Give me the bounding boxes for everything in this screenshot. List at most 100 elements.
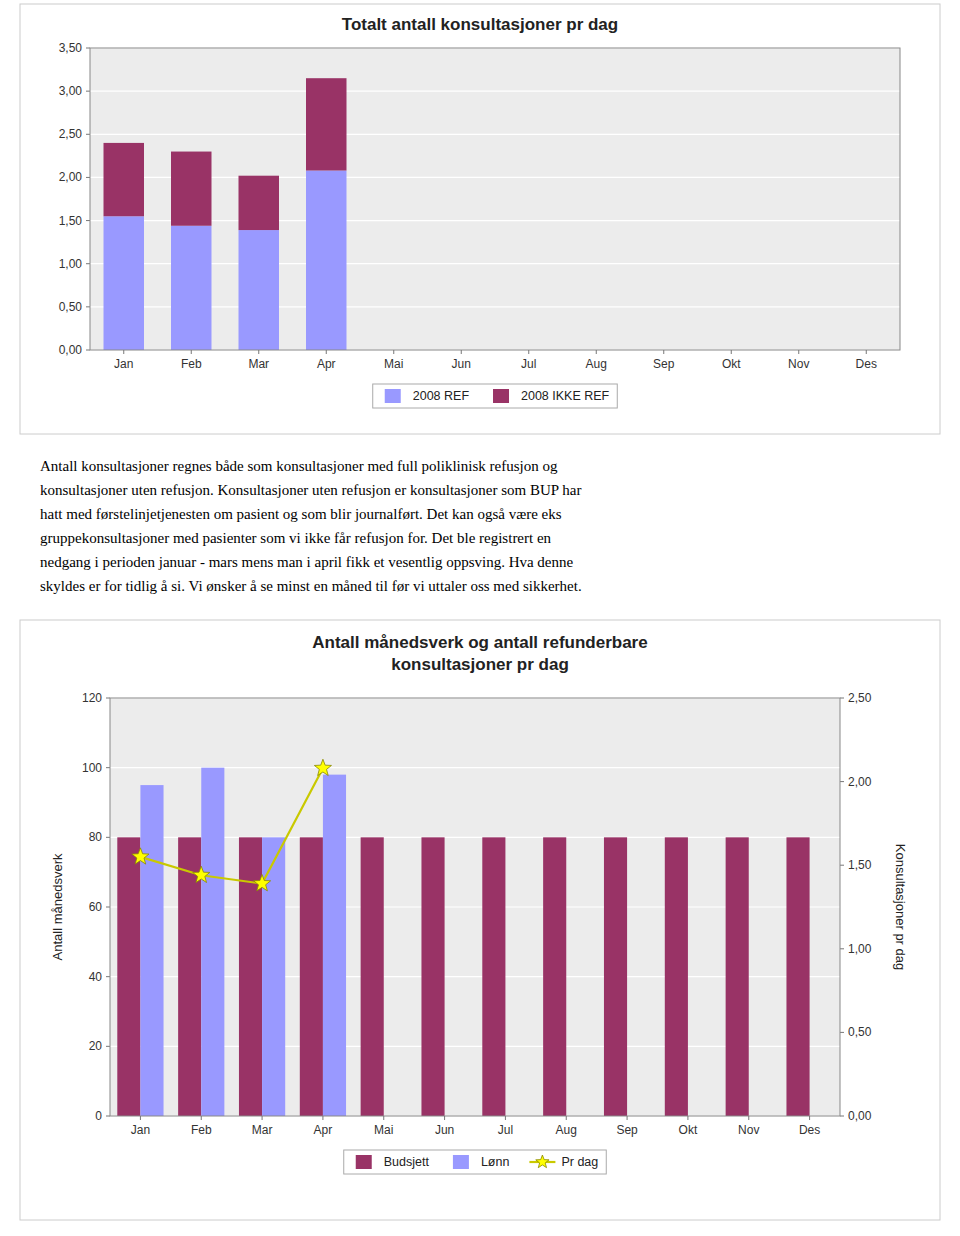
legend-item: Lønn (453, 1155, 510, 1169)
x-tick-label: Jun (452, 357, 471, 371)
chart-1: Totalt antall konsultasjoner pr dag0,000… (0, 0, 960, 440)
legend-box (373, 384, 618, 408)
bar (140, 785, 163, 1116)
bar (239, 837, 262, 1116)
y2-tick (840, 865, 844, 866)
y-tick-label: 2,00 (59, 170, 83, 184)
x-tick-label: Okt (679, 1123, 698, 1137)
x-tick-label: Nov (788, 357, 809, 371)
legend-swatch (493, 389, 509, 403)
y-tick (86, 91, 90, 92)
title-line: konsultasjoner pr dag (391, 655, 569, 674)
point (254, 875, 271, 891)
bar (604, 837, 627, 1116)
y-tick-label: 1,00 (59, 257, 83, 271)
bar (786, 837, 809, 1116)
marks (117, 759, 809, 1116)
title-line: Totalt antall konsultasjoner pr dag (342, 15, 618, 34)
x-tick (123, 350, 124, 354)
chart-frame (20, 4, 940, 434)
line (140, 768, 323, 883)
y-axis-label: Antall månedsverk (50, 853, 65, 960)
legend: 2008 REF 2008 IKKE REF (373, 384, 618, 408)
title-line: Antall månedsverk og antall refunderbare (312, 633, 647, 652)
x-tick-label: Nov (738, 1123, 759, 1137)
x-tick (663, 350, 664, 354)
grid-line (90, 91, 900, 92)
y-tick-label: 0 (95, 1109, 102, 1123)
x-tick (687, 1116, 688, 1120)
y-tick (106, 1046, 110, 1047)
bar (104, 216, 145, 350)
marks (104, 78, 347, 350)
point (132, 848, 149, 864)
x-tick-label: Apr (317, 357, 336, 371)
y-tick (106, 907, 110, 908)
legend: Budsjett Lønn Pr dag (344, 1150, 607, 1174)
x-tick (461, 350, 462, 354)
y-tick-label: 3,00 (59, 84, 83, 98)
x-tick (444, 1116, 445, 1120)
bar (171, 226, 212, 350)
bar (323, 775, 346, 1116)
legend-item: Budsjett (356, 1155, 430, 1169)
plot-frame (90, 48, 900, 350)
y-tick-label: 1,50 (59, 214, 83, 228)
bar (543, 837, 566, 1116)
x-tick-label: Jan (131, 1123, 150, 1137)
bar (665, 837, 688, 1116)
legend-item: 2008 REF (385, 389, 470, 403)
x-tick (505, 1116, 506, 1120)
x-tick (627, 1116, 628, 1120)
y2-tick (840, 1116, 844, 1117)
y-tick-label: 100 (82, 761, 102, 775)
y-tick (86, 306, 90, 307)
legend-label: Pr dag (561, 1155, 598, 1169)
plot-background (90, 48, 900, 350)
y-tick (106, 976, 110, 977)
bar (726, 837, 749, 1116)
y-tick-label: 60 (89, 900, 103, 914)
x-tick (201, 1116, 202, 1120)
y-tick (86, 134, 90, 135)
x-tick-label: Okt (722, 357, 741, 371)
x-tick (809, 1116, 810, 1120)
bar (306, 171, 347, 350)
legend-swatch (356, 1155, 372, 1169)
x-tick (383, 1116, 384, 1120)
y-tick (86, 220, 90, 221)
x-tick-label: Mai (374, 1123, 393, 1137)
y-tick-label: 3,50 (59, 41, 83, 55)
x-tick (258, 350, 259, 354)
text-line: gruppekonsultasjoner med pasienter som v… (40, 526, 940, 550)
y2-tick (840, 1032, 844, 1033)
chart-title: Totalt antall konsultasjoner pr dag (342, 15, 618, 34)
bar (361, 837, 384, 1116)
x-tick-label: Mai (384, 357, 403, 371)
y-tick (86, 263, 90, 264)
bar (171, 152, 212, 226)
legend-box (344, 1150, 607, 1174)
x-tick-label: Jul (498, 1123, 513, 1137)
legend-swatch (453, 1155, 469, 1169)
y-tick (106, 767, 110, 768)
y2-tick-label: 0,50 (848, 1025, 872, 1039)
point (314, 759, 331, 775)
bar (117, 837, 140, 1116)
legend-label: Budsjett (384, 1155, 430, 1169)
x-tick-label: Sep (653, 357, 675, 371)
x-tick-label: Mar (252, 1123, 273, 1137)
y-tick-label: 40 (89, 970, 103, 984)
y-tick-label: 80 (89, 830, 103, 844)
chart-frame (20, 620, 940, 1220)
bar (300, 837, 323, 1116)
legend-label: 2008 IKKE REF (521, 389, 610, 403)
point (193, 866, 210, 882)
x-tick-label: Des (856, 357, 877, 371)
x-tick (731, 350, 732, 354)
plot-frame (110, 698, 840, 1116)
y2-tick-label: 1,50 (848, 858, 872, 872)
legend-marker (536, 1155, 549, 1168)
x-tick (326, 350, 327, 354)
legend-swatch (385, 389, 401, 403)
